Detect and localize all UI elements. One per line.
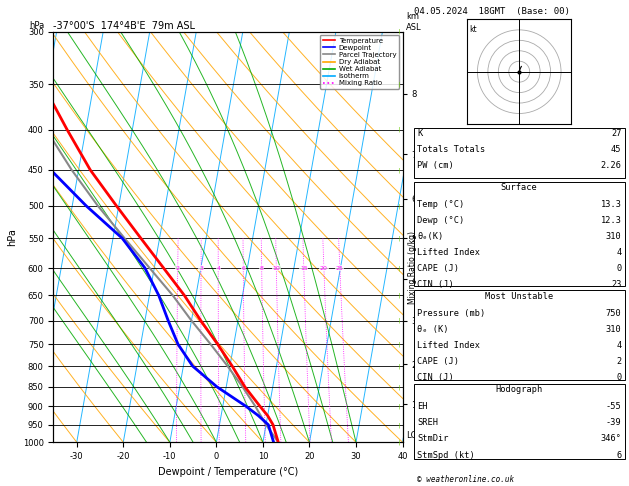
Text: 4: 4 bbox=[616, 248, 621, 258]
Text: |: | bbox=[398, 29, 401, 35]
Text: 0: 0 bbox=[616, 264, 621, 274]
Text: SREH: SREH bbox=[417, 418, 438, 428]
Text: km
ASL: km ASL bbox=[406, 12, 421, 32]
Y-axis label: hPa: hPa bbox=[7, 228, 17, 246]
Text: 13.3: 13.3 bbox=[601, 200, 621, 209]
Text: |: | bbox=[398, 422, 401, 428]
Text: Lifted Index: Lifted Index bbox=[417, 341, 480, 350]
Text: 12.3: 12.3 bbox=[601, 216, 621, 226]
Text: © weatheronline.co.uk: © weatheronline.co.uk bbox=[417, 474, 514, 484]
Text: -37°00'S  174°4B'E  79m ASL: -37°00'S 174°4B'E 79m ASL bbox=[53, 21, 196, 31]
Text: hPa: hPa bbox=[29, 20, 44, 30]
Text: Totals Totals: Totals Totals bbox=[417, 145, 486, 154]
Text: |: | bbox=[398, 82, 401, 87]
Text: 2.26: 2.26 bbox=[601, 161, 621, 170]
Text: 310: 310 bbox=[606, 232, 621, 242]
Text: 3: 3 bbox=[199, 265, 203, 271]
Text: -55: -55 bbox=[606, 402, 621, 412]
Text: 27: 27 bbox=[611, 129, 621, 138]
Text: 6: 6 bbox=[616, 451, 621, 460]
Text: |: | bbox=[398, 318, 401, 323]
Text: |: | bbox=[398, 384, 401, 390]
Text: |: | bbox=[398, 265, 401, 271]
Text: Dewp (°C): Dewp (°C) bbox=[417, 216, 464, 226]
Text: CAPE (J): CAPE (J) bbox=[417, 357, 459, 366]
Text: 45: 45 bbox=[611, 145, 621, 154]
Text: |: | bbox=[398, 293, 401, 298]
Text: |: | bbox=[398, 439, 401, 445]
Text: LCL: LCL bbox=[406, 431, 421, 440]
Text: 750: 750 bbox=[606, 309, 621, 318]
Text: 6: 6 bbox=[242, 265, 245, 271]
Text: StmSpd (kt): StmSpd (kt) bbox=[417, 451, 475, 460]
Text: Lifted Index: Lifted Index bbox=[417, 248, 480, 258]
Text: StmDir: StmDir bbox=[417, 434, 448, 444]
Text: Surface: Surface bbox=[501, 183, 538, 192]
Text: 15: 15 bbox=[300, 265, 308, 271]
Text: PW (cm): PW (cm) bbox=[417, 161, 454, 170]
Text: 20: 20 bbox=[320, 265, 328, 271]
Text: EH: EH bbox=[417, 402, 428, 412]
Text: CAPE (J): CAPE (J) bbox=[417, 264, 459, 274]
Text: 346°: 346° bbox=[601, 434, 621, 444]
Text: θₑ (K): θₑ (K) bbox=[417, 325, 448, 334]
Text: |: | bbox=[398, 403, 401, 409]
Text: 25: 25 bbox=[336, 265, 344, 271]
Legend: Temperature, Dewpoint, Parcel Trajectory, Dry Adiabat, Wet Adiabat, Isotherm, Mi: Temperature, Dewpoint, Parcel Trajectory… bbox=[320, 35, 399, 89]
Text: Most Unstable: Most Unstable bbox=[485, 292, 554, 301]
Text: K: K bbox=[417, 129, 422, 138]
Text: |: | bbox=[398, 236, 401, 241]
Text: -39: -39 bbox=[606, 418, 621, 428]
Text: 2: 2 bbox=[175, 265, 180, 271]
Text: 0: 0 bbox=[616, 373, 621, 382]
Text: Temp (°C): Temp (°C) bbox=[417, 200, 464, 209]
Text: Hodograph: Hodograph bbox=[496, 385, 543, 395]
Text: θₑ(K): θₑ(K) bbox=[417, 232, 443, 242]
Text: CIN (J): CIN (J) bbox=[417, 280, 454, 290]
Text: Pressure (mb): Pressure (mb) bbox=[417, 309, 486, 318]
Text: 8: 8 bbox=[260, 265, 264, 271]
Text: 4: 4 bbox=[616, 341, 621, 350]
Text: |: | bbox=[398, 203, 401, 208]
Text: 310: 310 bbox=[606, 325, 621, 334]
Text: 2: 2 bbox=[616, 357, 621, 366]
Text: |: | bbox=[398, 341, 401, 347]
Text: 4: 4 bbox=[216, 265, 220, 271]
Text: CIN (J): CIN (J) bbox=[417, 373, 454, 382]
Text: |: | bbox=[398, 364, 401, 369]
Text: 23: 23 bbox=[611, 280, 621, 290]
Text: |: | bbox=[398, 167, 401, 173]
Text: kt: kt bbox=[469, 25, 477, 34]
Text: 10: 10 bbox=[272, 265, 280, 271]
Text: |: | bbox=[398, 127, 401, 133]
Text: Mixing Ratio (g/kg): Mixing Ratio (g/kg) bbox=[408, 231, 416, 304]
Text: 04.05.2024  18GMT  (Base: 00): 04.05.2024 18GMT (Base: 00) bbox=[414, 7, 570, 17]
X-axis label: Dewpoint / Temperature (°C): Dewpoint / Temperature (°C) bbox=[158, 467, 298, 477]
